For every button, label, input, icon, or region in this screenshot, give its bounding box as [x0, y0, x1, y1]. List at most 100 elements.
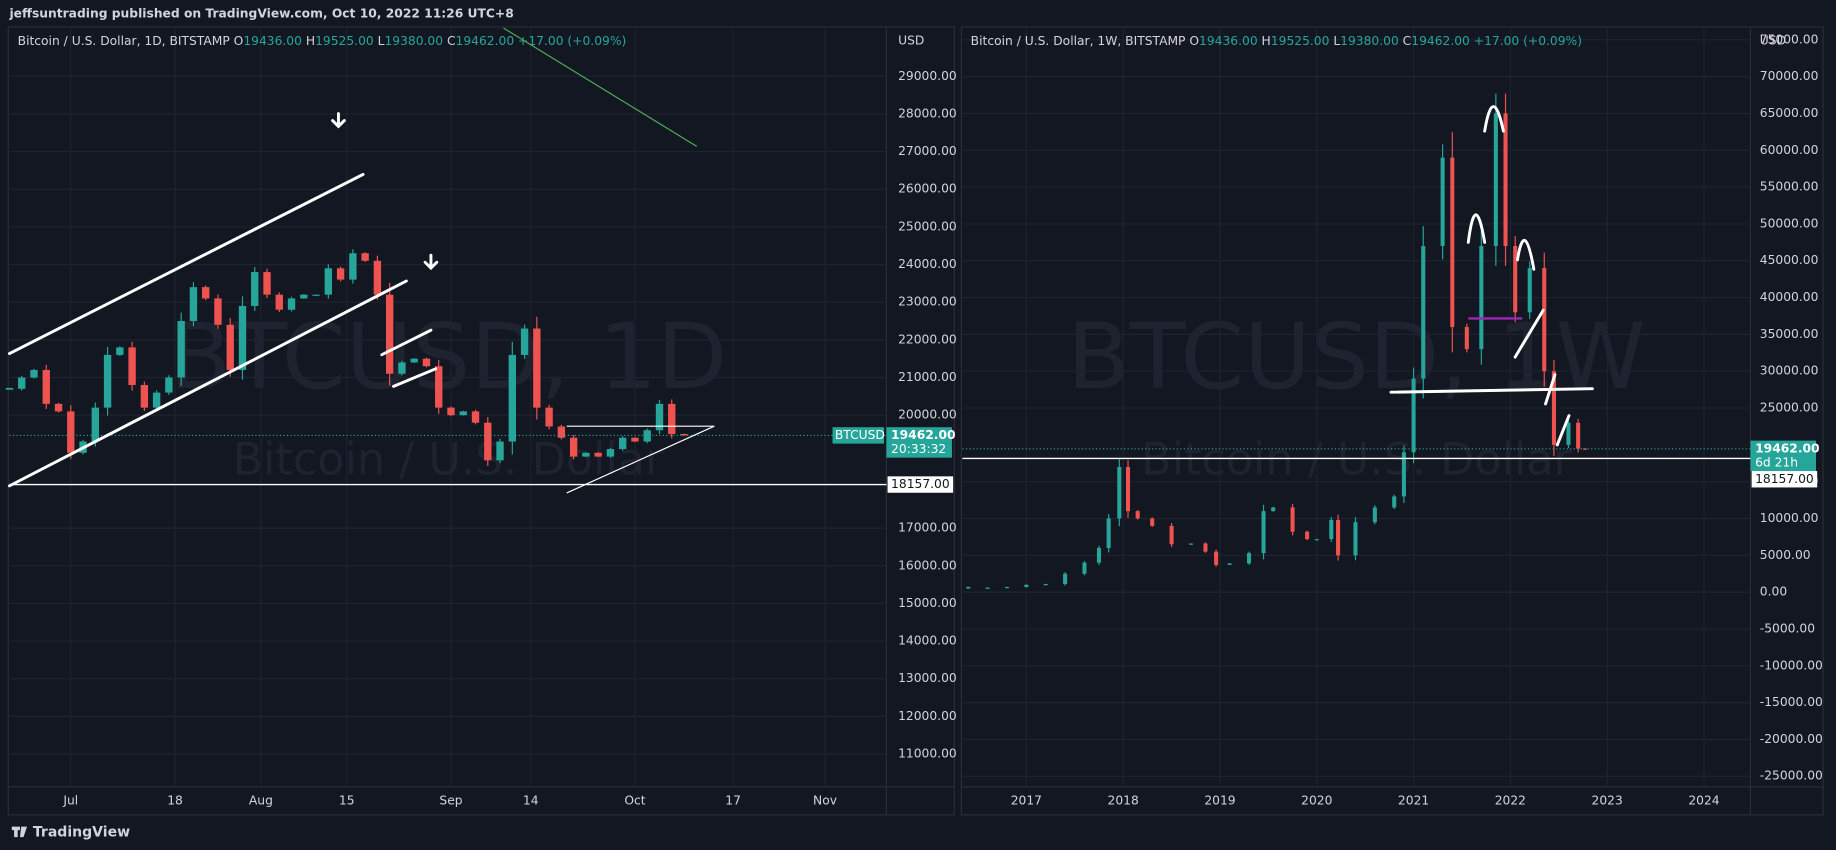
- candle: [1305, 531, 1310, 540]
- countdown: 20:33:32: [891, 442, 946, 456]
- candle: [1392, 496, 1397, 508]
- candle: [214, 298, 222, 325]
- x-tick-label: Aug: [249, 793, 273, 807]
- candle: [202, 287, 210, 299]
- candle: [1125, 466, 1131, 512]
- candle: [189, 287, 198, 322]
- y-tick-label: -5000.00: [1760, 621, 1815, 635]
- candle: [557, 426, 566, 438]
- candle: [582, 452, 590, 457]
- candle: [1169, 525, 1174, 545]
- candle: [263, 272, 271, 295]
- candle: [985, 587, 990, 589]
- right-panel: [960, 26, 1824, 816]
- candle: [1566, 422, 1571, 445]
- candle: [1024, 584, 1029, 587]
- y-tick-label: 12000.00: [898, 709, 957, 723]
- y-tick-label: 27000.00: [898, 144, 957, 158]
- chart-layer: BTCUSD, 1D Bitcoin / U.S. Dollar 29000.00 2…: [5, 28, 1823, 807]
- arrow: [423, 253, 439, 271]
- candle: [1271, 507, 1276, 512]
- x-tick-label: 17: [725, 793, 741, 807]
- ohlc-value: 19462.00: [1411, 33, 1470, 47]
- candle: [287, 298, 296, 310]
- candle: [226, 324, 234, 370]
- candle: [680, 433, 688, 436]
- y-tick-label: -25000.00: [1760, 769, 1823, 783]
- candle: [1450, 157, 1455, 328]
- ohlc-value: 19525.00: [1271, 33, 1330, 47]
- trend-line: [1555, 414, 1571, 447]
- ohlc-value: 19436.00: [243, 33, 302, 47]
- candle: [300, 294, 308, 299]
- price-tag: BTCUSD: [835, 428, 885, 442]
- y-tick-label: 60000.00: [1760, 143, 1819, 157]
- y-tick-label: 35000.00: [1760, 327, 1819, 341]
- candle: [435, 366, 443, 408]
- candle: [251, 272, 259, 306]
- drawings-left: [7, 27, 715, 494]
- ohlc-value: 19436.00: [1199, 33, 1258, 47]
- panel-layer: BTCUSD, 1D Bitcoin / U.S. Dollar 29000.00 2…: [5, 28, 957, 807]
- candle: [30, 369, 38, 378]
- candle: [312, 294, 320, 296]
- candle: [361, 253, 369, 261]
- candle: [410, 358, 418, 363]
- y-tick-label: 25000.00: [898, 219, 957, 233]
- y-tick-label: 10000.00: [1760, 511, 1819, 525]
- candle: [1411, 378, 1416, 453]
- candle: [1117, 466, 1122, 519]
- ohlc-label: L: [1333, 33, 1340, 47]
- watermark-sub: Bitcoin / U.S. Dollar: [233, 434, 664, 485]
- candle: [1551, 371, 1556, 445]
- panel-layer: BTCUSD, 1W Bitcoin / U.S. Dollar 75000.00 7…: [962, 28, 1823, 807]
- x-tick-label: 18: [167, 793, 183, 807]
- y-tick-label: 55000.00: [1760, 180, 1819, 194]
- ohlc-label: H: [306, 33, 315, 47]
- triangle-line: [566, 425, 715, 494]
- x-tick-label: Oct: [624, 793, 645, 807]
- y-tick-label: 13000.00: [898, 671, 957, 685]
- candle: [545, 407, 553, 427]
- candle: [140, 385, 149, 408]
- candle: [1464, 327, 1469, 350]
- y-tick-label: 16000.00: [898, 558, 957, 572]
- candle: [1096, 547, 1102, 563]
- candle: [1421, 246, 1426, 379]
- y-tick-label: 14000.00: [898, 634, 957, 648]
- y-tick-label: 30000.00: [1760, 364, 1819, 378]
- candle: [422, 358, 431, 367]
- trend-line: [1513, 308, 1545, 359]
- y-tick-label: 25000.00: [1760, 401, 1819, 415]
- candle: [508, 354, 516, 442]
- candle: [655, 403, 664, 431]
- drawings-right: [1389, 105, 1594, 447]
- candle: [54, 403, 63, 412]
- candle: [1290, 507, 1295, 532]
- x-tick-label: Jul: [62, 793, 78, 807]
- candle: [606, 449, 615, 457]
- candle: [1542, 268, 1547, 372]
- candle: [1063, 573, 1068, 585]
- candle: [1043, 584, 1048, 586]
- x-tick-label: Nov: [813, 793, 837, 807]
- candle: [1004, 586, 1010, 589]
- candle: [116, 347, 124, 355]
- y-tick-label: 75000.00: [1760, 32, 1819, 46]
- shoulder-arc: [1466, 213, 1487, 244]
- watermark: BTCUSD, 1W: [1067, 303, 1645, 410]
- flag-line: [392, 367, 438, 388]
- change: +17.00 (+0.09%): [1474, 33, 1582, 47]
- candle: [496, 441, 504, 461]
- candle: [1150, 518, 1155, 526]
- y-tick-label: 28000.00: [898, 106, 957, 120]
- left-panel: [7, 26, 955, 816]
- candle: [533, 328, 541, 408]
- candle: [594, 452, 602, 457]
- candle: [1188, 543, 1193, 545]
- y-tick-label: 29000.00: [898, 69, 957, 83]
- candle: [1401, 452, 1406, 497]
- x-tick-label: 2024: [1688, 793, 1719, 807]
